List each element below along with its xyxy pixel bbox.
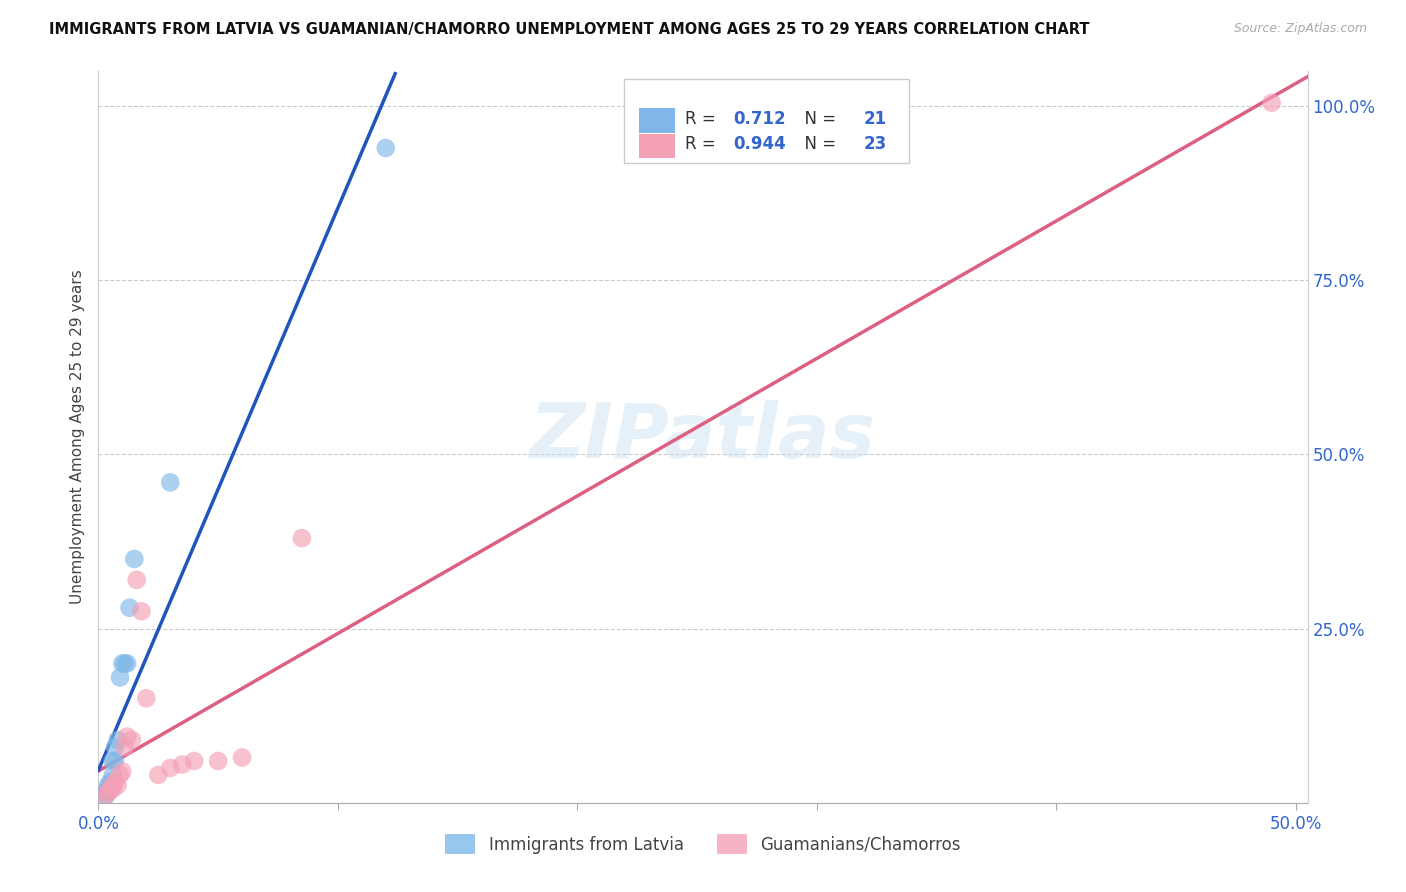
- Point: [97, 785, 120, 799]
- Text: R =: R =: [685, 135, 721, 153]
- Point: [183, 754, 205, 768]
- Point: [104, 754, 127, 768]
- Point: [100, 781, 122, 796]
- Text: IMMIGRANTS FROM LATVIA VS GUAMANIAN/CHAMORRO UNEMPLOYMENT AMONG AGES 25 TO 29 YE: IMMIGRANTS FROM LATVIA VS GUAMANIAN/CHAM…: [49, 22, 1090, 37]
- Point: [131, 604, 153, 618]
- Point: [94, 789, 117, 803]
- Point: [231, 750, 253, 764]
- Text: 21: 21: [863, 110, 887, 128]
- Point: [135, 691, 157, 706]
- Point: [101, 754, 124, 768]
- Point: [94, 789, 117, 803]
- Point: [124, 552, 146, 566]
- Point: [108, 768, 131, 782]
- Text: 23: 23: [863, 135, 887, 153]
- Text: R =: R =: [685, 110, 721, 128]
- Bar: [638, 134, 675, 159]
- Point: [115, 730, 138, 744]
- Point: [148, 768, 170, 782]
- Point: [114, 740, 136, 755]
- Point: [121, 733, 143, 747]
- Legend: Immigrants from Latvia, Guamanians/Chamorros: Immigrants from Latvia, Guamanians/Chamo…: [439, 828, 967, 860]
- Point: [94, 785, 117, 799]
- Point: [1260, 95, 1282, 110]
- Point: [107, 778, 129, 792]
- Point: [114, 657, 136, 671]
- Bar: [638, 109, 675, 133]
- Point: [159, 475, 181, 490]
- Text: Source: ZipAtlas.com: Source: ZipAtlas.com: [1233, 22, 1367, 36]
- Point: [159, 761, 181, 775]
- Point: [104, 740, 127, 755]
- Point: [207, 754, 229, 768]
- Point: [101, 781, 124, 796]
- Text: 0.944: 0.944: [734, 135, 786, 153]
- Point: [97, 781, 120, 796]
- Point: [101, 778, 124, 792]
- Text: 0.712: 0.712: [734, 110, 786, 128]
- Text: N =: N =: [793, 110, 841, 128]
- Text: N =: N =: [793, 135, 841, 153]
- Point: [118, 600, 141, 615]
- Text: ZIPatlas: ZIPatlas: [530, 401, 876, 474]
- Point: [100, 778, 122, 792]
- Point: [172, 757, 194, 772]
- Point: [115, 657, 138, 671]
- Point: [100, 781, 122, 796]
- Point: [374, 141, 396, 155]
- Point: [111, 657, 134, 671]
- Point: [97, 785, 120, 799]
- Point: [101, 768, 124, 782]
- Point: [104, 775, 127, 789]
- Y-axis label: Unemployment Among Ages 25 to 29 years: Unemployment Among Ages 25 to 29 years: [69, 269, 84, 605]
- Point: [108, 670, 131, 684]
- Point: [291, 531, 314, 545]
- Bar: [624, 78, 908, 163]
- Point: [111, 764, 134, 779]
- Point: [107, 733, 129, 747]
- Point: [125, 573, 148, 587]
- Point: [100, 775, 122, 789]
- Point: [97, 778, 120, 792]
